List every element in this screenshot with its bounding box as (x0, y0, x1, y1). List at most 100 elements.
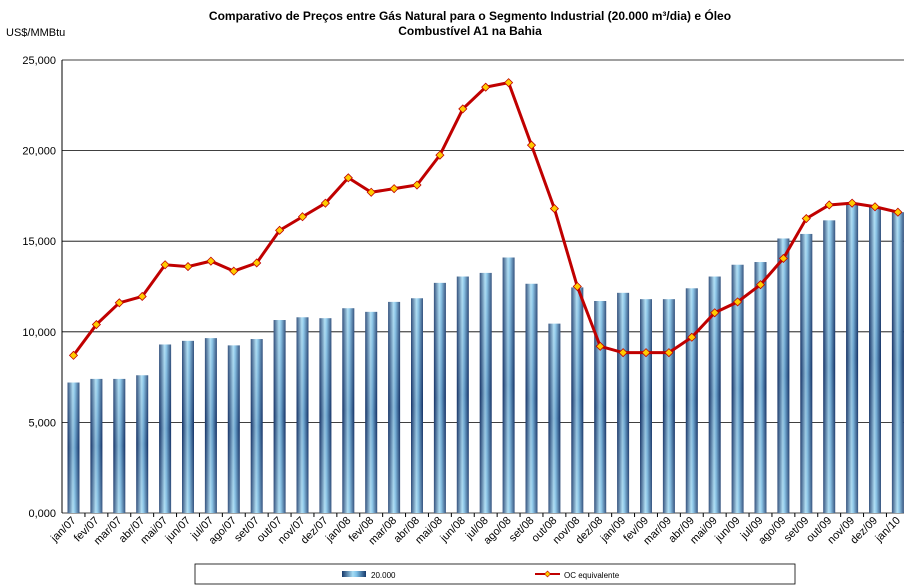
marker (481, 82, 491, 92)
bar (823, 220, 836, 513)
bar (365, 311, 378, 513)
bar (800, 233, 813, 513)
bar-shade (113, 378, 126, 513)
marker (893, 207, 903, 217)
bar (777, 238, 790, 513)
y-tick-label: 5,000 (28, 417, 56, 429)
legend-marker (544, 570, 551, 578)
bar-shade (411, 298, 423, 513)
bar (342, 308, 355, 513)
bar-shade (182, 340, 194, 513)
y-tick-label: 15,000 (22, 236, 56, 248)
marker (68, 350, 79, 360)
x-tick-label: jun/07 (163, 515, 193, 545)
bar (640, 299, 652, 513)
marker (755, 280, 766, 290)
bar-shade (433, 282, 446, 513)
marker (733, 297, 743, 307)
bar-shade (273, 320, 286, 513)
bar (136, 375, 149, 513)
marker (160, 260, 170, 270)
bar (204, 338, 217, 513)
marker (91, 319, 101, 330)
bar-shade (204, 338, 217, 513)
bar-shade (662, 299, 675, 513)
bar (891, 212, 904, 513)
bar-shade (708, 276, 721, 513)
bar (731, 264, 744, 513)
bar (273, 320, 286, 513)
marker (618, 348, 628, 358)
bar-shade (823, 220, 836, 513)
bar (90, 378, 103, 513)
bar-shade (456, 276, 469, 513)
marker (343, 173, 353, 183)
x-tick-label: jan/08 (323, 515, 353, 545)
bar-shade (731, 264, 744, 513)
bar-shade (365, 311, 378, 513)
chart-title: Comparativo de Preços entre Gás Natural … (209, 8, 731, 23)
bar-shade (67, 382, 80, 513)
bar-shade (159, 344, 172, 513)
chart-title: Combustível A1 na Bahia (398, 24, 542, 38)
bar-shade (640, 299, 652, 513)
marker (252, 258, 262, 268)
marker (366, 187, 376, 197)
marker (206, 256, 216, 266)
marker (870, 202, 880, 212)
bar (388, 301, 401, 513)
bar (113, 378, 126, 513)
bar-shade (136, 375, 149, 513)
bar (662, 299, 675, 513)
y-tick-label: 25,000 (22, 55, 56, 67)
bar (617, 292, 630, 513)
bar (594, 300, 607, 513)
bar-shade (525, 283, 538, 513)
bar-shade (296, 317, 309, 513)
marker (320, 198, 330, 208)
x-tick-label: jun/09 (712, 515, 742, 545)
bar (456, 276, 469, 513)
bar (159, 344, 172, 513)
marker (297, 212, 308, 222)
y-axis-label: US$/MMBtu (6, 27, 65, 39)
marker (412, 180, 422, 190)
x-tick-label: jan/10 (873, 515, 903, 545)
bar-shade (685, 288, 698, 513)
bar-shade (548, 323, 561, 513)
y-tick-label: 20,000 (22, 146, 56, 158)
bar (479, 272, 492, 513)
bar-shade (846, 203, 859, 513)
marker (824, 200, 834, 210)
marker (229, 266, 239, 276)
bar (182, 340, 194, 513)
bar-shade (388, 301, 401, 513)
x-tick-label: jan/09 (598, 515, 628, 545)
marker (572, 281, 582, 292)
marker (526, 140, 537, 150)
marker (710, 308, 720, 318)
bar (846, 203, 859, 513)
bar-shade (227, 345, 240, 513)
bar-shade (594, 300, 607, 513)
marker (504, 78, 514, 88)
legend-label: OC equivalente (564, 571, 620, 580)
marker (549, 204, 559, 214)
bar (67, 382, 80, 513)
marker (641, 348, 651, 358)
bar-shade (502, 257, 515, 513)
bar-shade (777, 238, 790, 513)
bar (708, 276, 721, 513)
bar (250, 339, 263, 513)
bar-shade (800, 233, 813, 513)
bar-shade (891, 212, 904, 513)
y-tick-label: 0,000 (28, 508, 56, 520)
marker (389, 184, 399, 194)
bar (296, 317, 309, 513)
bar-shade (479, 272, 492, 513)
marker (458, 104, 468, 114)
x-tick-label: jun/08 (438, 515, 468, 545)
marker (778, 253, 788, 263)
marker (435, 150, 445, 160)
marker (114, 298, 124, 308)
